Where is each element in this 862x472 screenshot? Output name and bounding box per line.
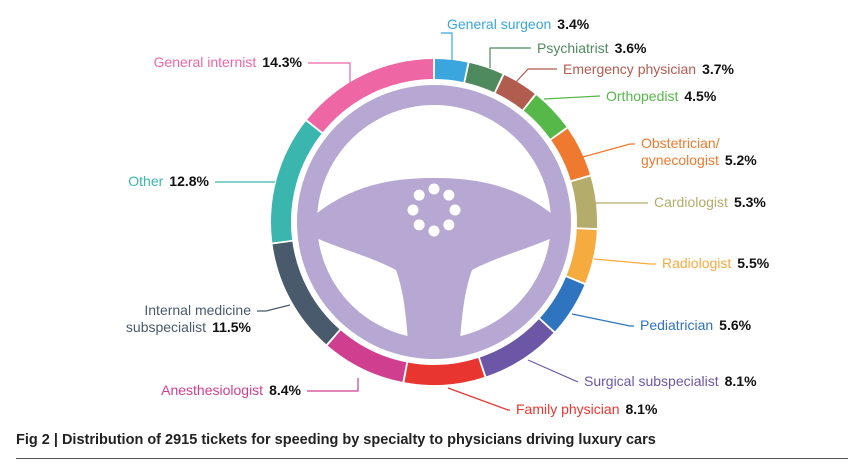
label-text-emergency-physician: Emergency physician: [563, 61, 696, 77]
value-surgical-subspecialist: 8.1%: [725, 373, 757, 389]
slice-general-surgeon: [434, 59, 468, 83]
label-text-cardiologist: Cardiologist: [654, 194, 728, 210]
slice-emergency-physician: [495, 74, 535, 110]
value-orthopedist: 4.5%: [684, 88, 716, 104]
label-text-internal-medicine-subspecialist: subspecialist: [126, 319, 206, 335]
label-general-surgeon: General surgeon 3.4%: [447, 16, 590, 32]
leader-family-physician: [447, 387, 510, 411]
slice-internal-medicine-subspecialist: [272, 241, 340, 345]
label-text-obstetrician-gynecologist: Obstetrician/: [641, 135, 720, 151]
value-other: 12.8%: [169, 173, 209, 189]
leader-pediatrician: [571, 313, 634, 327]
label-text-general-surgeon: General surgeon: [447, 16, 551, 32]
value-internal-medicine-subspecialist: 11.5%: [212, 319, 251, 335]
leader-radiologist: [593, 258, 656, 265]
value-anesthesiologist: 8.4%: [269, 382, 301, 398]
label-text-family-physician: Family physician: [516, 401, 619, 417]
leader-general-surgeon: [441, 32, 453, 61]
label-text-anesthesiologist: Anesthesiologist: [161, 382, 263, 398]
slice-other: [271, 121, 322, 243]
label-pediatrician: Pediatrician 5.6%: [640, 317, 752, 333]
label-text-other: Other: [128, 173, 163, 189]
leader-surgical-subspecialist: [527, 359, 579, 383]
label-internal-medicine-subspecialist: Internal medicine subspecialist 11.5%: [126, 302, 252, 335]
slice-anesthesiologist: [327, 330, 407, 382]
slice-radiologist: [566, 229, 597, 283]
label-text-obstetrician-gynecologist: gynecologist: [641, 152, 719, 168]
label-other: Other 12.8%: [128, 173, 209, 189]
slice-cardiologist: [571, 176, 597, 229]
value-psychiatrist: 3.6%: [615, 40, 647, 56]
value-general-surgeon: 3.4%: [557, 16, 589, 32]
leader-obstetrician-gynecologist: [571, 143, 635, 161]
wheel-hub-dot: [428, 225, 440, 237]
label-family-physician: Family physician 8.1%: [516, 401, 658, 417]
wheel-hub-dot: [428, 183, 440, 195]
slice-pediatrician: [540, 277, 585, 332]
label-radiologist: Radiologist 5.5%: [662, 255, 770, 271]
wheel-spokes: [316, 178, 552, 340]
label-text-pediatrician: Pediatrician: [640, 317, 713, 333]
label-text-general-internist: General internist: [154, 54, 257, 70]
caption-divider: [16, 458, 848, 459]
label-text-internal-medicine-subspecialist: Internal medicine: [144, 302, 251, 318]
slice-family-physician: [404, 357, 485, 385]
value-general-internist: 14.3%: [262, 54, 302, 70]
slice-obstetrician-gynecologist: [551, 128, 590, 181]
slice-orthopedist: [523, 95, 567, 139]
slice-psychiatrist: [465, 62, 503, 93]
label-text-psychiatrist: Psychiatrist: [537, 40, 609, 56]
value-emergency-physician: 3.7%: [702, 61, 734, 77]
label-surgical-subspecialist: Surgical subspecialist 8.1%: [584, 373, 757, 389]
value-radiologist: 5.5%: [737, 255, 769, 271]
value-obstetrician-gynecologist: 5.2%: [725, 152, 757, 168]
leader-orthopedist: [543, 95, 601, 100]
label-orthopedist: Orthopedist 4.5%: [606, 88, 717, 104]
wheel-hub-dot: [443, 189, 455, 201]
slice-general-internist: [307, 59, 434, 133]
leader-anesthesiologist: [307, 378, 359, 392]
steering-wheel-icon: [297, 85, 571, 359]
leader-emergency-physician: [515, 68, 557, 83]
label-text-orthopedist: Orthopedist: [606, 88, 678, 104]
label-obstetrician-gynecologist: Obstetrician/gynecologist 5.2%: [641, 135, 757, 168]
leader-lines: [215, 32, 656, 411]
wheel-hub-dot: [413, 189, 425, 201]
value-pediatrician: 5.6%: [719, 317, 751, 333]
label-text-radiologist: Radiologist: [662, 255, 731, 271]
label-text-surgical-subspecialist: Surgical subspecialist: [584, 373, 719, 389]
label-emergency-physician: Emergency physician 3.7%: [563, 61, 735, 77]
donut-chart: General surgeon 3.4% Psychiatrist 3.6% Emerg…: [126, 16, 770, 417]
label-cardiologist: Cardiologist 5.3%: [654, 194, 766, 210]
value-family-physician: 8.1%: [625, 401, 657, 417]
figure-caption: Fig 2 | Distribution of 2915 tickets for…: [16, 432, 656, 448]
wheel-hub-dot: [413, 219, 425, 231]
wheel-hub-dot: [407, 204, 419, 216]
label-psychiatrist: Psychiatrist 3.6%: [537, 40, 647, 56]
slice-labels: General surgeon 3.4% Psychiatrist 3.6% Emerg…: [126, 16, 770, 417]
wheel-hub-dot: [443, 219, 455, 231]
leader-psychiatrist: [489, 47, 531, 68]
label-general-internist: General internist 14.3%: [154, 54, 303, 70]
label-anesthesiologist: Anesthesiologist 8.4%: [161, 382, 301, 398]
slice-surgical-subspecialist: [479, 319, 554, 377]
leader-internal-medicine-subspecialist: [257, 304, 291, 312]
donut-slices: [271, 59, 597, 385]
value-cardiologist: 5.3%: [734, 194, 766, 210]
leader-general-internist: [308, 62, 351, 90]
wheel-hub-dot: [449, 204, 461, 216]
